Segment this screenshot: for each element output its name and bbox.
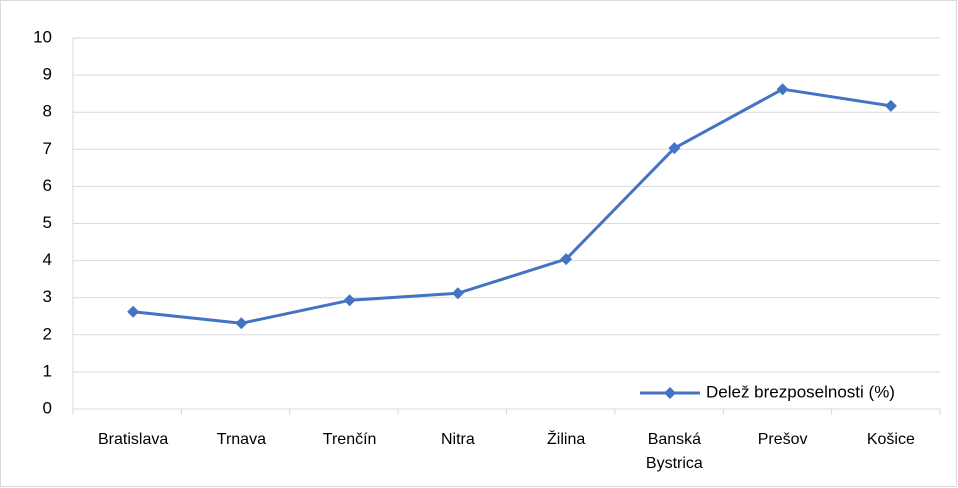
- data-point: [451, 287, 464, 300]
- data-point: [776, 83, 789, 96]
- y-tick-label: 2: [43, 324, 52, 343]
- data-point: [235, 317, 248, 330]
- y-tick-label: 1: [43, 361, 52, 380]
- y-tick-label: 10: [33, 27, 52, 46]
- x-tick-label: Trnava: [216, 431, 266, 448]
- x-tick-label: Žilina: [547, 431, 586, 448]
- y-tick-label: 0: [43, 398, 52, 417]
- legend-marker: [664, 387, 676, 399]
- y-tick-label: 6: [43, 176, 52, 195]
- data-point: [343, 294, 356, 307]
- data-point: [560, 253, 573, 266]
- y-tick-label: 7: [43, 139, 52, 158]
- x-tick-label: Banská Bystrica: [645, 431, 703, 472]
- y-tick-label: 9: [43, 65, 52, 84]
- x-tick-label: Nitra: [440, 431, 475, 448]
- x-tick-label: Prešov: [757, 431, 808, 448]
- y-tick-label: 3: [43, 287, 52, 306]
- data-point: [127, 305, 140, 318]
- data-point: [884, 99, 897, 112]
- x-tick-label: Trenčín: [322, 431, 377, 448]
- x-tick-label: Košice: [866, 431, 915, 448]
- y-tick-label: 8: [43, 102, 52, 121]
- data-point: [668, 142, 681, 155]
- y-tick-label: 4: [43, 250, 52, 269]
- y-tick-label: 5: [43, 213, 52, 232]
- legend-label: Delež brezposelnosti (%): [706, 382, 895, 401]
- x-tick-label: Bratislava: [98, 431, 169, 448]
- series-line: [132, 87, 892, 325]
